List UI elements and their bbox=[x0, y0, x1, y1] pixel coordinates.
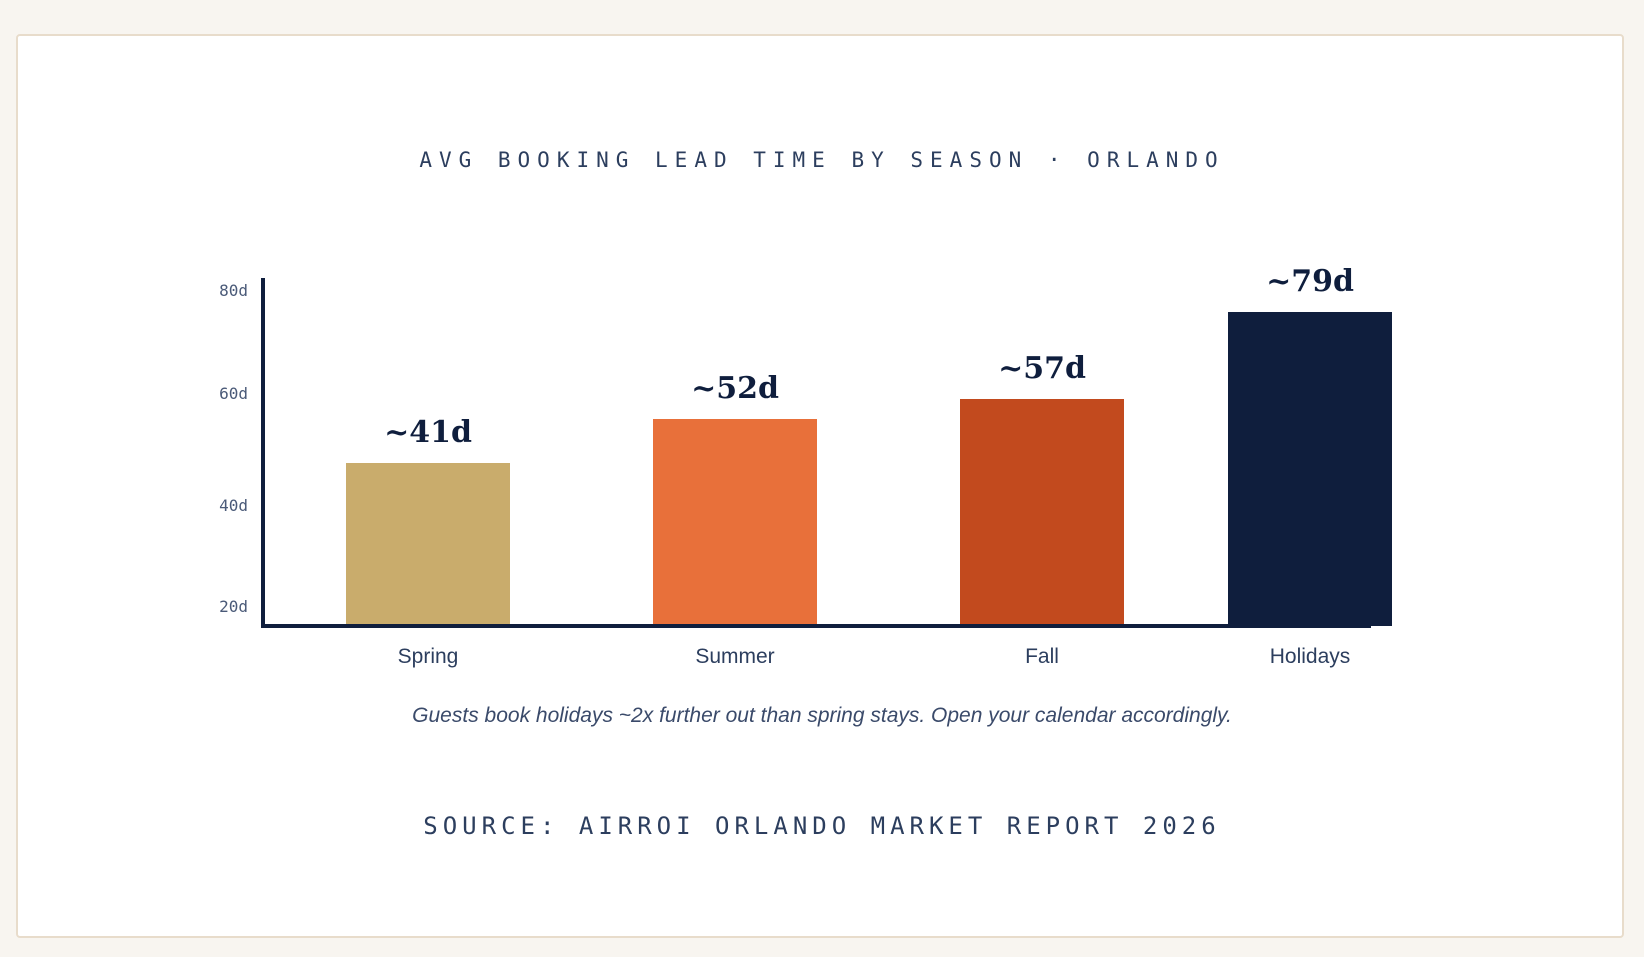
x-tick-label: Fall bbox=[1025, 645, 1059, 668]
data-label: ~41d bbox=[384, 414, 472, 450]
bar-holidays bbox=[1228, 311, 1392, 626]
x-tick-label: Spring bbox=[397, 645, 459, 668]
chart-source: SOURCE: AIRROI ORLANDO MARKET REPORT 202… bbox=[423, 812, 1221, 840]
bar-fall bbox=[960, 399, 1124, 626]
y-axis-line bbox=[261, 278, 265, 628]
y-tick-label: 20d bbox=[219, 597, 248, 616]
y-tick-label: 60d bbox=[219, 384, 248, 403]
data-label: ~52d bbox=[691, 371, 779, 407]
x-axis-line bbox=[261, 624, 1371, 628]
bar-spring bbox=[346, 462, 510, 626]
chart-caption: Guests book holidays ~2x further out tha… bbox=[412, 704, 1232, 727]
chart-title: AVG BOOKING LEAD TIME BY SEASON · ORLAND… bbox=[419, 148, 1225, 172]
y-tick-label: 80d bbox=[219, 281, 248, 300]
data-label: ~57d bbox=[998, 351, 1086, 387]
x-tick-label: Holidays bbox=[1269, 645, 1351, 668]
y-tick-label: 40d bbox=[219, 496, 248, 515]
data-label: ~79d bbox=[1266, 263, 1354, 299]
bar-summer bbox=[653, 419, 817, 626]
x-tick-label: Summer bbox=[695, 645, 775, 668]
